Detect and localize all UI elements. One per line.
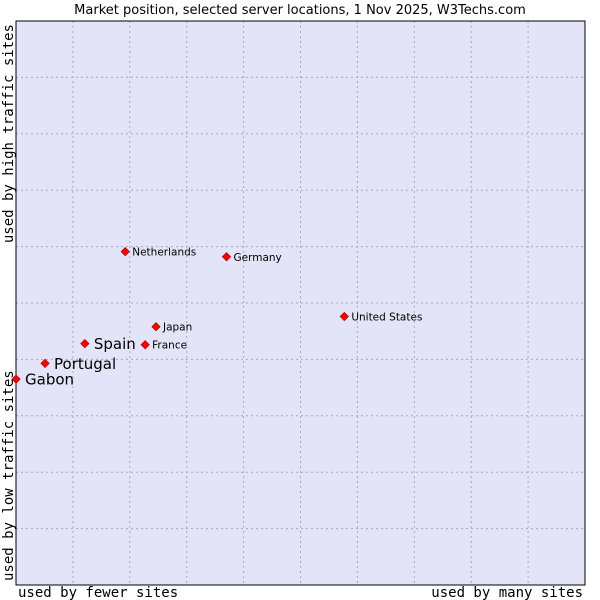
data-point-united-states: United States: [339, 311, 422, 324]
point-label-netherlands: Netherlands: [132, 247, 196, 259]
point-marker-netherlands: [120, 247, 130, 257]
point-label-france: France: [152, 340, 187, 352]
point-label-united-states: United States: [351, 312, 422, 324]
point-marker-united-states: [339, 311, 349, 322]
point-label-portugal: Portugal: [54, 355, 116, 373]
y-axis-label-high: used by high traffic sites: [1, 24, 17, 243]
point-label-germany: Germany: [234, 252, 282, 264]
point-label-spain: Spain: [94, 335, 136, 353]
grid-lines: [16, 21, 585, 585]
data-point-gabon: Gabon: [11, 371, 74, 389]
data-point-portugal: Portugal: [40, 355, 116, 373]
point-marker-portugal: [40, 358, 50, 368]
plot-border: [15, 20, 586, 586]
data-point-netherlands: Netherlands: [120, 247, 196, 259]
point-marker-japan: [151, 322, 161, 332]
x-axis-label-low: used by fewer sites: [18, 585, 178, 600]
chart-title: Market position, selected server locatio…: [74, 3, 526, 18]
y-axis-label-low: used by low traffic sites: [1, 370, 17, 581]
point-marker-france: [140, 340, 150, 350]
point-label-gabon: Gabon: [25, 371, 74, 389]
point-marker-gabon: [11, 374, 21, 384]
data-point-germany: Germany: [221, 252, 282, 264]
data-point-japan: Japan: [151, 322, 192, 334]
x-axis-label-high: used by many sites: [431, 585, 583, 600]
point-marker-germany: [221, 252, 232, 262]
points-layer: Netherlands Germany United States Japan Fran…: [11, 247, 422, 389]
data-point-spain: Spain: [80, 335, 136, 353]
point-label-japan: Japan: [162, 322, 192, 334]
point-marker-spain: [80, 338, 90, 349]
data-point-france: France: [140, 340, 187, 352]
